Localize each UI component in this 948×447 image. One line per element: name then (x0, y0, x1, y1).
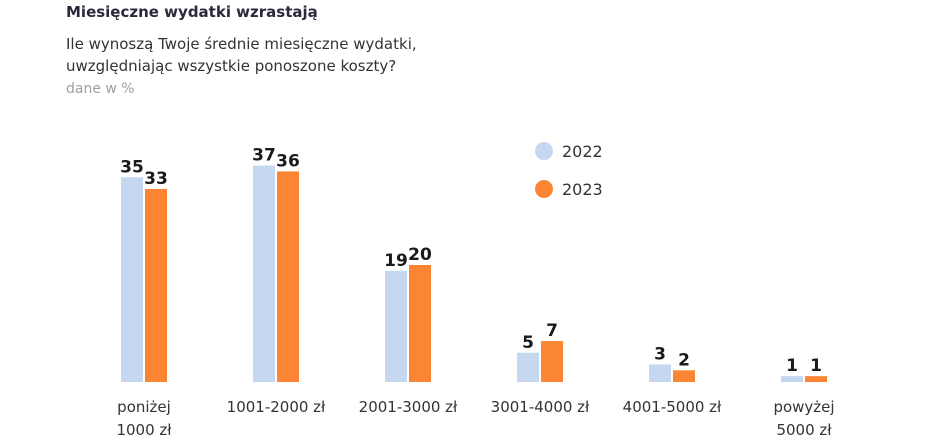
value-label-2023-3: 7 (546, 321, 558, 341)
category-label-1-0: 1001-2000 zł (227, 398, 326, 416)
value-label-2023-0: 33 (144, 169, 168, 189)
subtitle-line-2: uwzględniając wszystkie ponoszone koszty… (66, 57, 397, 75)
category-labels: poniżej 1000 zł 1001-2000 zł 2001-3000 zł 30… (116, 398, 834, 439)
value-label-2022-5: 1 (786, 356, 798, 376)
category-label-3-0: 3001-4000 zł (491, 398, 590, 416)
bar-2022-2 (385, 270, 407, 382)
category-label-4-0: 4001-5000 zł (623, 398, 722, 416)
bar-2022-3 (517, 352, 539, 382)
category-label-5-0: powyżej (773, 398, 834, 416)
legend-dot-2023 (535, 180, 553, 198)
legend-label-2023: 2023 (562, 180, 603, 199)
bar-2023-2 (409, 265, 431, 382)
legend-dot-2022 (535, 142, 553, 160)
category-label-0-1: 1000 zł (116, 421, 172, 439)
chart-title: Miesięczne wydatki wzrastają (66, 3, 318, 21)
bar-2023-5 (805, 376, 827, 382)
value-label-2023-2: 20 (408, 245, 432, 265)
value-label-2022-4: 3 (654, 344, 666, 364)
bar-2023-3 (541, 341, 563, 382)
chart-subtitle: Ile wynoszą Twoje średnie miesięczne wyd… (66, 33, 526, 77)
value-label-2022-2: 19 (384, 251, 408, 271)
value-label-2022-3: 5 (522, 333, 534, 353)
bar-2022-0 (121, 177, 143, 382)
bar-2023-0 (145, 188, 167, 382)
bar-2022-5 (781, 376, 803, 382)
bar-2022-1 (253, 165, 275, 382)
category-label-2-0: 2001-3000 zł (359, 398, 458, 416)
value-label-2022-0: 35 (120, 157, 144, 177)
subtitle-line-1: Ile wynoszą Twoje średnie miesięczne wyd… (66, 35, 417, 53)
value-label-2023-4: 2 (678, 350, 690, 370)
value-label-2023-5: 1 (810, 356, 822, 376)
value-label-2023-1: 36 (276, 151, 300, 171)
legend-label-2022: 2022 (562, 142, 603, 161)
legend: 2022 2023 (535, 142, 603, 199)
bar-2023-1 (277, 171, 299, 382)
category-label-5-1: 5000 zł (776, 421, 832, 439)
bar-2023-4 (673, 370, 695, 382)
unit-note: dane w % (66, 81, 135, 97)
category-label-0-0: poniżej (117, 398, 171, 416)
bar-2022-4 (649, 364, 671, 382)
value-label-2022-1: 37 (252, 146, 276, 166)
